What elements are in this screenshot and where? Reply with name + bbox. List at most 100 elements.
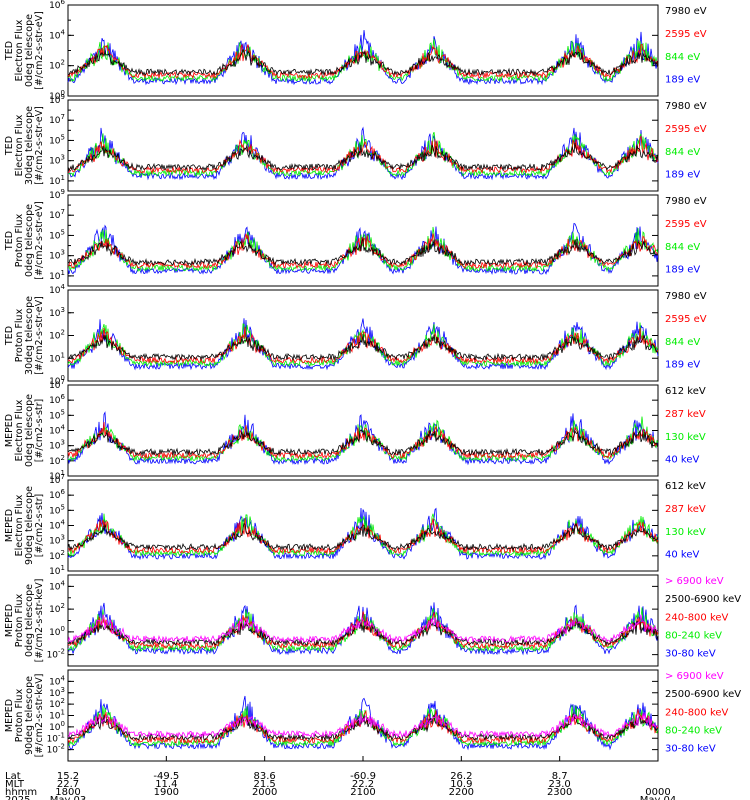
legend-entry: 130 keV (665, 432, 706, 443)
y-axis-label: 0deg telescope (24, 204, 35, 277)
y-tick-label: 102 (49, 59, 65, 72)
x-tick-label: 1800 (55, 787, 80, 798)
x-tick-label: 15.2 (57, 771, 79, 782)
y-axis-label: [#/cm2-s-str-eV] (34, 201, 45, 280)
flux-panel: 109 107 105 103 101 TED Proton Flux 0deg telesc… (4, 188, 707, 287)
y-axis-label: MEPED (4, 699, 15, 732)
y-axis-label: [#/cm2-s-str-keV] (34, 579, 45, 663)
y-tick-label: 101 (49, 351, 65, 364)
y-tick-label: 101 (49, 564, 65, 577)
x-tick-label: 0000 (645, 787, 670, 798)
x-tick-label: 8.7 (552, 771, 568, 782)
legend-entry: 2595 eV (665, 219, 707, 230)
y-tick-label: 102 (49, 602, 65, 615)
y-tick-label: 10-2 (47, 743, 65, 756)
y-tick-label: 103 (49, 439, 65, 452)
y-tick-label: 100 (49, 89, 65, 102)
flux-panel: 106 104 102 100 TED Electron Flux 0deg telesco… (4, 0, 707, 102)
x-tick-label: 26.2 (450, 771, 472, 782)
y-tick-label: 100 (49, 720, 65, 733)
y-tick-label: 104 (49, 283, 65, 296)
y-axis-label: 0deg telescope (24, 14, 35, 87)
legend-entry: 2500-6900 keV (665, 689, 741, 700)
x-tick-label: 2100 (350, 787, 375, 798)
y-tick-label: 105 (49, 133, 65, 146)
y-axis-label: Proton Flux (14, 593, 25, 647)
y-tick-label: 107 (49, 113, 65, 126)
legend-entry: 2595 eV (665, 314, 707, 325)
legend-entry: 40 keV (665, 455, 699, 466)
legend-entry: 844 eV (665, 147, 700, 158)
y-tick-label: 106 (49, 488, 65, 501)
flux-series-line (67, 322, 659, 368)
legend-entry: 240-800 keV (665, 707, 729, 718)
legend-entry: > 6900 keV (665, 671, 724, 682)
y-tick-label: 100 (49, 374, 65, 387)
y-tick-label: 107 (49, 208, 65, 221)
y-tick-label: 102 (49, 549, 65, 562)
y-axis-label: Proton Flux (14, 308, 25, 362)
legend-entry: 844 eV (665, 52, 700, 63)
y-axis-label: 90deg telescope (24, 676, 35, 755)
y-tick-label: 101 (49, 269, 65, 282)
legend-entry: 130 keV (665, 527, 706, 538)
legend-entry: 2595 eV (665, 29, 707, 40)
legend-entry: 7980 eV (665, 101, 707, 112)
y-tick-label: 106 (49, 393, 65, 406)
y-tick-label: 107 (49, 378, 65, 391)
legend-entry: 189 eV (665, 360, 700, 371)
legend-entry: 844 eV (665, 337, 700, 348)
flux-series-line (67, 226, 659, 273)
y-tick-label: 109 (49, 188, 65, 201)
y-axis-label: [#/cm2-s-str] (34, 494, 45, 557)
y-axis-label: Electron Flux (14, 399, 25, 461)
panel-frame (67, 194, 659, 287)
legend-entry: 7980 eV (665, 291, 707, 302)
legend-entry: 844 eV (665, 242, 700, 253)
x-tick-label: May 03 (50, 795, 87, 800)
x-tick-label: 2200 (449, 787, 474, 798)
legend-entry: 189 eV (665, 75, 700, 86)
x-axis-row-label: MLT (5, 779, 25, 790)
y-tick-label: 105 (49, 408, 65, 421)
x-tick-label: -49.5 (153, 771, 179, 782)
y-axis-label: Electron Flux (14, 19, 25, 81)
legend-entry: 30-80 keV (665, 649, 716, 660)
x-tick-label: -60.9 (350, 771, 376, 782)
y-axis-label: 30deg telescope (24, 106, 35, 185)
flux-panel: 104 103 102 101 100 TED Proton Flux 30deg teles… (4, 283, 707, 387)
x-tick-label: 22.2 (352, 779, 374, 790)
y-axis-label: [#/cm2-s-str-keV] (34, 674, 45, 758)
flux-series-line (68, 237, 659, 267)
flux-series-line (67, 695, 659, 751)
legend-entry: 2500-6900 keV (665, 594, 741, 605)
x-tick-label: 83.6 (254, 771, 276, 782)
y-tick-label: 109 (49, 93, 65, 106)
flux-series-line (67, 233, 659, 270)
legend-entry: 287 keV (665, 504, 706, 515)
x-tick-label: 10.9 (450, 779, 472, 790)
y-axis-label: TED (4, 326, 15, 346)
legend-entry: > 6900 keV (665, 576, 724, 587)
x-tick-label: 2300 (547, 787, 572, 798)
x-tick-label: 22.7 (57, 779, 79, 790)
flux-series-line (67, 712, 659, 739)
y-tick-label: 104 (49, 579, 65, 592)
y-tick-label: 104 (49, 519, 65, 532)
flux-series-line (67, 711, 659, 742)
y-axis-label: 30deg telescope (24, 296, 35, 375)
y-axis-label: 0deg telescope (24, 394, 35, 467)
y-axis-label: Electron Flux (14, 114, 25, 176)
y-axis-label: [#/cm2-s-str-eV] (34, 106, 45, 185)
y-axis-label: TED (4, 231, 15, 251)
y-tick-label: 102 (49, 697, 65, 710)
y-tick-label: 104 (49, 674, 65, 687)
legend-entry: 287 keV (665, 409, 706, 420)
y-tick-label: 102 (49, 454, 65, 467)
y-tick-label: 103 (49, 534, 65, 547)
x-tick-label: 21.5 (254, 779, 276, 790)
flux-panel: 109 107 105 103 101 TED Electron Flux 30deg tel… (4, 93, 707, 192)
y-tick-label: 101 (49, 709, 65, 722)
legend-entry: 80-240 keV (665, 725, 722, 736)
